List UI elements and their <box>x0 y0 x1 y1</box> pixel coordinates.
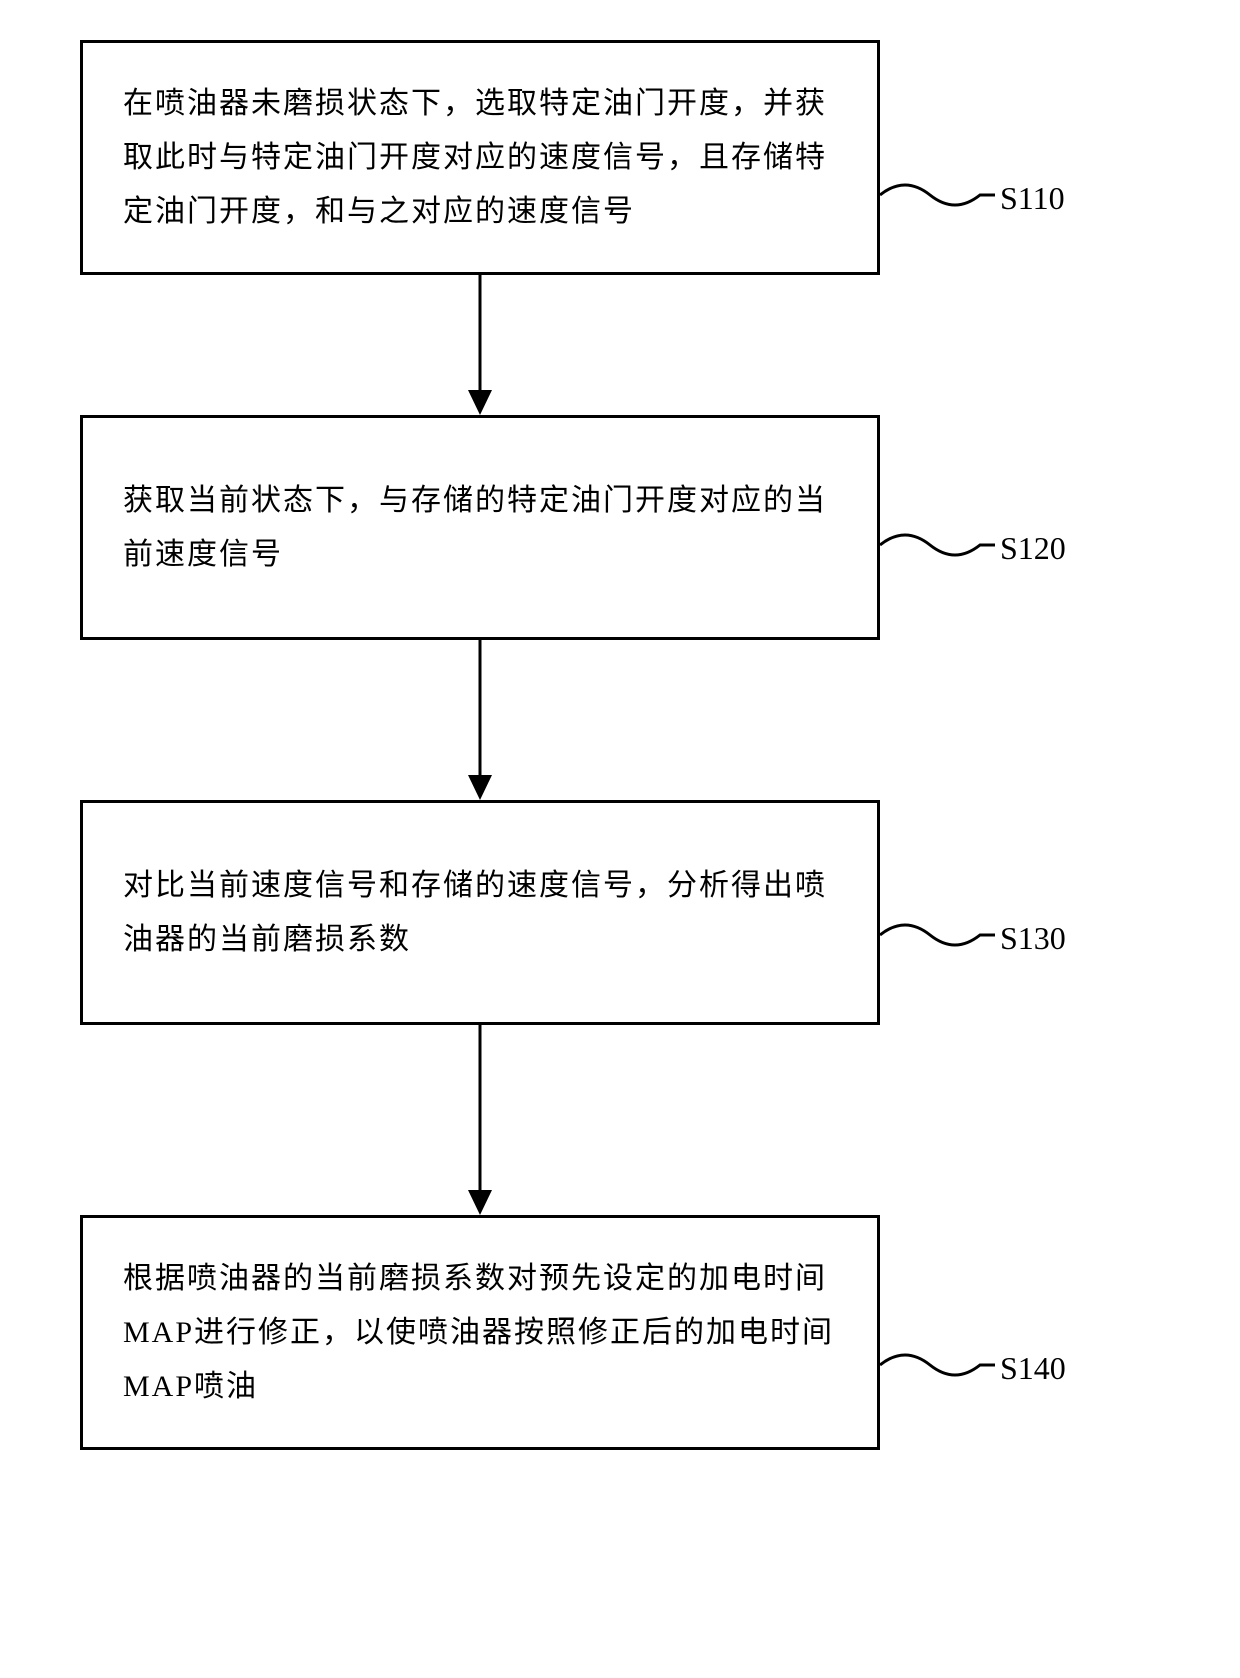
arrow-1 <box>460 275 500 415</box>
step-text-s120: 获取当前状态下，与存储的特定油门开度对应的当前速度信号 <box>123 474 837 582</box>
wavy-line-s130 <box>880 910 1000 960</box>
step-text-s140: 根据喷油器的当前磨损系数对预先设定的加电时间MAP进行修正，以使喷油器按照修正后… <box>123 1252 837 1414</box>
step-box-s120: 获取当前状态下，与存储的特定油门开度对应的当前速度信号 <box>80 415 880 640</box>
step-box-s110: 在喷油器未磨损状态下，选取特定油门开度，并获取此时与特定油门开度对应的速度信号，… <box>80 40 880 275</box>
step-label-s130: S130 <box>1000 920 1066 957</box>
step-label-s140: S140 <box>1000 1350 1066 1387</box>
step-text-s130: 对比当前速度信号和存储的速度信号，分析得出喷油器的当前磨损系数 <box>123 859 837 967</box>
step-label-s120: S120 <box>1000 530 1066 567</box>
step-box-s140: 根据喷油器的当前磨损系数对预先设定的加电时间MAP进行修正，以使喷油器按照修正后… <box>80 1215 880 1450</box>
wavy-line-s140 <box>880 1340 1000 1390</box>
step-text-s110: 在喷油器未磨损状态下，选取特定油门开度，并获取此时与特定油门开度对应的速度信号，… <box>123 77 837 239</box>
step-label-s110: S110 <box>1000 180 1065 217</box>
step-box-s130: 对比当前速度信号和存储的速度信号，分析得出喷油器的当前磨损系数 <box>80 800 880 1025</box>
wavy-line-s110 <box>880 170 1000 220</box>
arrow-3 <box>460 1025 500 1215</box>
arrow-2 <box>460 640 500 800</box>
wavy-line-s120 <box>880 520 1000 570</box>
